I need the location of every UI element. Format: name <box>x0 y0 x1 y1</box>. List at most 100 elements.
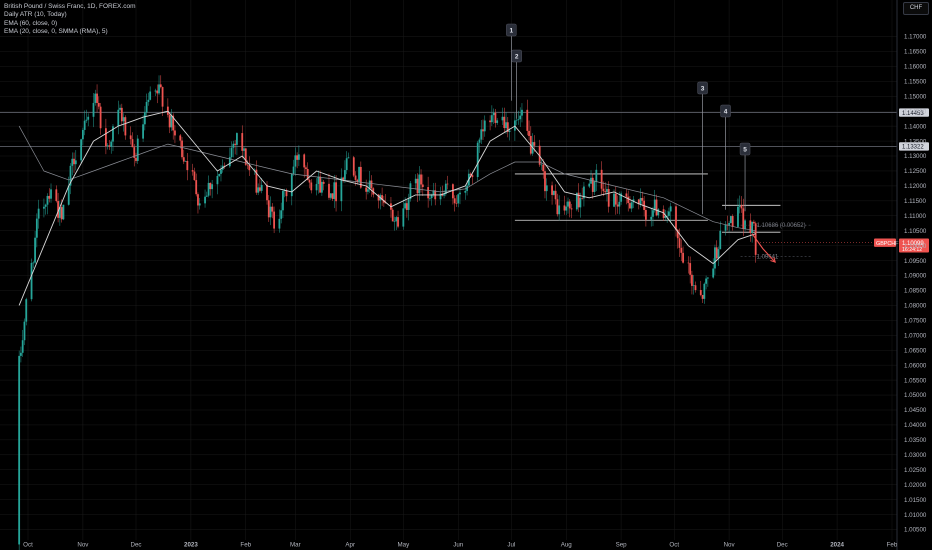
candle-down <box>197 194 199 206</box>
time-tick-label: Aug <box>561 542 573 549</box>
projection-arrowhead <box>770 257 776 263</box>
currency-button[interactable]: CHF <box>903 2 929 15</box>
candle-up <box>85 119 88 121</box>
price-axis[interactable]: 1.17000 1.16500 1.16000 1.15500 1.15000 1.145… <box>904 34 927 534</box>
candle-up <box>58 207 61 218</box>
candle-down <box>296 155 299 160</box>
candle-up <box>184 160 187 162</box>
candle-down <box>662 209 665 218</box>
candle-up <box>253 169 256 171</box>
candle-down <box>533 142 536 146</box>
candle-up <box>292 166 295 174</box>
legend-atr[interactable]: Daily ATR (10, Today) <box>4 11 67 19</box>
candle-down <box>168 114 171 128</box>
candle-up <box>744 220 746 230</box>
candle-down <box>538 145 541 165</box>
candle-down <box>682 252 684 263</box>
candle-down <box>453 198 456 204</box>
candle-down <box>602 188 605 192</box>
legend-symbol[interactable]: British Pound / Swiss Franc, 1D, FOREX.c… <box>4 3 136 10</box>
legend-ema-60[interactable]: EMA (60, close, 0) <box>4 19 58 27</box>
price-tick-label: 1.13500 <box>904 138 927 145</box>
candle-down <box>60 207 63 220</box>
candle-up <box>545 185 548 192</box>
time-axis[interactable]: Oct Nov Dec 2023 Feb Mar Apr May Jun Jul Aug Sep Oct… <box>23 542 898 549</box>
legend-ema-20[interactable]: EMA (20, close, 0, SMMA (RMA), 5) <box>4 28 108 36</box>
candle-up <box>147 99 150 102</box>
candle-down <box>319 176 322 193</box>
price-tick-label: 1.06000 <box>904 362 927 369</box>
candle-down <box>271 206 274 212</box>
candle-up <box>738 205 741 207</box>
candle-up <box>595 169 598 182</box>
candle-up <box>657 209 660 216</box>
candle-down <box>604 191 607 193</box>
candle-up <box>207 182 210 196</box>
candle-up <box>280 210 283 219</box>
candle-down <box>55 189 58 202</box>
candle-down <box>416 178 419 194</box>
candle-up <box>395 217 398 222</box>
candlesticks <box>18 75 757 550</box>
candle-up <box>430 194 433 199</box>
candle-up <box>714 247 716 269</box>
candle-up <box>664 216 667 218</box>
candle-up <box>44 204 47 207</box>
candle-down <box>627 196 630 204</box>
candle-up <box>158 84 160 94</box>
candle-down <box>356 179 359 182</box>
candle-up <box>432 190 435 195</box>
price-tick-label: 1.16500 <box>904 49 927 56</box>
candle-down <box>405 203 408 210</box>
candle-down <box>526 109 529 131</box>
price-tick-label: 1.07000 <box>904 332 927 339</box>
candle-up <box>368 180 371 190</box>
candle-up <box>483 120 486 132</box>
candle-down <box>687 262 690 264</box>
time-tick-label: Apr <box>345 542 355 549</box>
candle-up <box>653 199 656 211</box>
candle-down <box>73 158 75 165</box>
candle-down <box>370 180 373 189</box>
countdown-label: 16:24:12 <box>902 247 922 253</box>
candle-up <box>145 101 148 113</box>
candle-down <box>328 183 330 198</box>
candle-down <box>48 195 51 199</box>
candle-up <box>205 195 208 197</box>
candle-down <box>248 165 251 171</box>
candle-up <box>476 142 479 178</box>
candle-up <box>719 230 722 250</box>
candle-up <box>712 268 715 278</box>
candle-up <box>290 173 293 197</box>
candle-up <box>50 189 52 199</box>
candle-down <box>182 157 185 162</box>
candle-down <box>637 199 640 205</box>
candle-down <box>740 205 743 209</box>
candle-down <box>223 165 226 167</box>
candle-down <box>241 133 244 151</box>
candle-down <box>570 208 573 210</box>
candle-up <box>143 112 146 125</box>
time-tick-label: 2024 <box>830 542 844 549</box>
candle-down <box>503 116 506 129</box>
price-tick-label: 1.02000 <box>904 482 927 489</box>
candle-up <box>613 193 615 207</box>
chart-legend: British Pound / Swiss Franc, 1D, FOREX.c… <box>4 3 135 37</box>
candle-down <box>506 122 509 133</box>
candle-down <box>234 143 237 145</box>
candle-down <box>731 216 734 227</box>
marker-box <box>720 104 731 118</box>
candle-down <box>607 189 610 207</box>
candle-up <box>278 218 281 229</box>
candle-down <box>591 177 594 192</box>
candle-up <box>333 182 336 199</box>
candle-down <box>96 93 98 103</box>
time-tick-label: Jun <box>453 542 464 549</box>
candle-up <box>317 176 320 184</box>
price-tick-label: 1.12500 <box>904 168 927 175</box>
candle-up <box>46 195 49 205</box>
candle-up <box>43 206 45 209</box>
level-price-tag <box>899 142 929 151</box>
price-tick-label: 1.01000 <box>904 512 927 519</box>
